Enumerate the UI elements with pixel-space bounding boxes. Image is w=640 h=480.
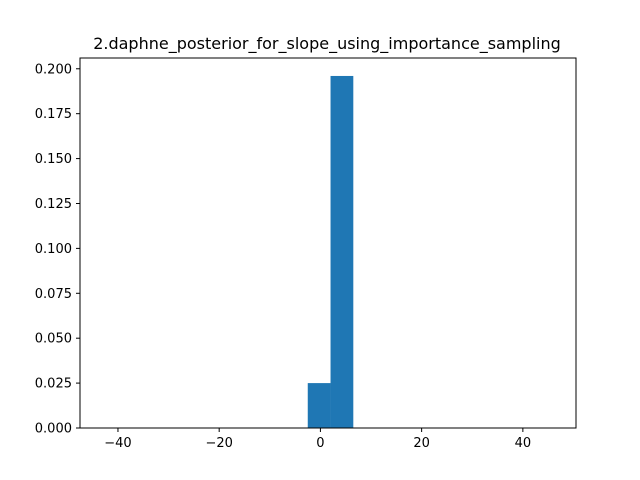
y-tick-label: 0.125	[35, 197, 72, 212]
x-tick-label: 40	[515, 436, 532, 451]
x-tick-label: −40	[104, 436, 131, 451]
chart-title: 2.daphne_posterior_for_slope_using_impor…	[93, 34, 561, 54]
plot-frame	[79, 57, 577, 429]
histogram-bar-0	[307, 383, 331, 428]
y-tick-label: 0.150	[35, 152, 72, 167]
y-tick-label: 0.025	[35, 377, 72, 392]
histogram-bar-1	[330, 75, 354, 428]
y-tick-label: 0.075	[35, 287, 72, 302]
y-tick-label: 0.200	[35, 62, 72, 77]
bars-group	[307, 75, 354, 428]
x-tick-label: 0	[316, 436, 324, 451]
y-tick-label: 0.100	[35, 242, 72, 257]
x-tick-label: −20	[205, 436, 232, 451]
x-tick-label: 20	[413, 436, 430, 451]
y-tick-label: 0.175	[35, 107, 72, 122]
y-axis-ticks: 0.000 0.025 0.050 0.075 0.100 0.125 0.150 0.175…	[35, 62, 80, 437]
x-axis-ticks: −40 −20 0 20 40	[104, 428, 531, 451]
y-tick-label: 0.000	[35, 422, 72, 437]
y-tick-label: 0.050	[35, 332, 72, 347]
